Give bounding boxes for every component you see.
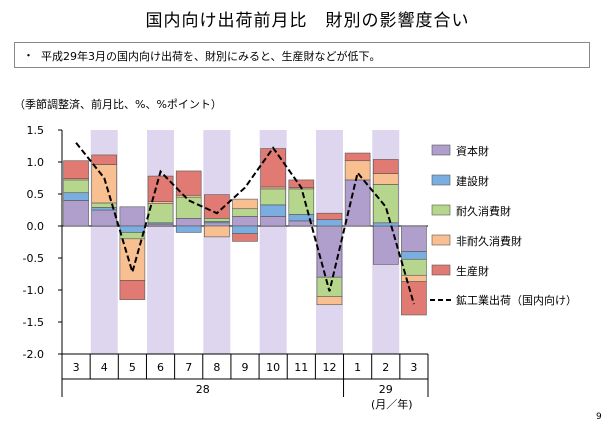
y-tick-label: 1.5 (27, 124, 45, 137)
bar-segment (344, 179, 371, 227)
bar-segment (232, 208, 258, 217)
x-tick-label: 5 (129, 361, 136, 374)
bar-segment (204, 222, 230, 227)
bar-segment (119, 238, 146, 281)
bar-segment (91, 209, 118, 227)
bar-segment (232, 216, 258, 227)
axis-labels: 3 4 5 6 7 8 9 10 11 12 1 2 328 29(月／年) (61, 353, 429, 411)
y-tick-label: -1.0 (23, 284, 44, 297)
x-tick-label: 9 (242, 361, 249, 374)
x-tick-label: 10 (266, 361, 280, 374)
x-tick-label: 2 (382, 361, 389, 374)
legend-label: 資本財 (456, 144, 489, 158)
bar-segment (316, 296, 343, 306)
legend-swatch (431, 264, 451, 276)
bar-segment (401, 274, 427, 282)
y-tick-label: -0.5 (23, 252, 44, 265)
bar-segment (204, 194, 230, 219)
summary-box: ・ 平成29年3月の国内向け出荷を、財別にみると、生産財などが低下。 (14, 42, 590, 68)
bar-segment (63, 192, 89, 201)
bar-segment (260, 216, 286, 227)
bars (63, 148, 427, 316)
slide-title: 国内向け出荷前月比 財別の影響度合い (145, 11, 470, 31)
x-tick-label: 12 (322, 361, 336, 374)
shaded-band (203, 130, 231, 354)
bar-segment (401, 281, 427, 316)
x-tick-label: 3 (410, 361, 417, 374)
legend-label: 非耐久消費財 (456, 234, 522, 248)
legend-swatch (431, 234, 451, 246)
bar-segment (63, 200, 89, 227)
bar-segment (260, 188, 286, 206)
line-series-path (75, 142, 415, 305)
legend-swatch (431, 144, 451, 156)
bar-segment (91, 154, 118, 165)
x-tick-label: 11 (294, 361, 308, 374)
y-tick-label: -1.5 (23, 316, 44, 329)
x-tick-label: 1 (354, 361, 361, 374)
bar-segment (316, 212, 343, 220)
bar-segment (372, 173, 399, 185)
y-tick-label: 0.0 (27, 220, 45, 233)
bar-segment (372, 184, 399, 224)
bar-segment (316, 276, 343, 297)
bar-segment (175, 225, 202, 233)
bar-segment (232, 225, 258, 234)
x-tick-label: 3 (73, 361, 80, 374)
line-series (75, 142, 415, 305)
bar-segment (63, 160, 89, 179)
bar-segment (119, 280, 146, 300)
legend-swatch (431, 174, 451, 186)
x-tick-label: 4 (101, 361, 108, 374)
bar-segment (204, 225, 230, 238)
bar-segment (401, 225, 427, 252)
legend-label: 耐久消費財 (456, 204, 511, 218)
bar-segment (119, 232, 146, 240)
year-label: 29 (379, 383, 393, 396)
legend-label: 建設財 (456, 174, 489, 188)
y-tick-label: 0.5 (27, 188, 45, 201)
legend-label: 生産財 (456, 264, 489, 278)
year-label: 28 (196, 383, 210, 396)
bar-segment (175, 196, 202, 219)
bar-segment (63, 179, 89, 194)
bar-segment (119, 206, 146, 227)
bar-segment (91, 164, 118, 204)
bar-segment (147, 175, 174, 202)
summary-text: 平成29年3月の国内向け出荷を、財別にみると、生産財などが低下。 (41, 50, 381, 63)
summary-bullet: ・ (23, 49, 34, 62)
unit-note: （季節調整済、前月比、%、%ポイント） (14, 98, 222, 111)
bar-segment (372, 159, 399, 174)
x-tick-label: 7 (185, 361, 192, 374)
bar-segment (288, 188, 315, 215)
bar-segment (316, 219, 343, 227)
bar-segment (260, 204, 286, 217)
bar-segment (372, 222, 399, 227)
bar-segment (232, 198, 258, 210)
bar-segment (316, 225, 343, 278)
legend-label: 鉱工業出荷（国内向け） (456, 293, 577, 307)
x-tick-label: 6 (157, 361, 164, 374)
bar-segment (372, 225, 399, 265)
bar-segment (175, 218, 202, 227)
bar-segment (344, 152, 371, 162)
x-tick-label: 8 (213, 361, 220, 374)
bar-segment (119, 225, 146, 233)
y-tick-label: -2.0 (23, 348, 44, 361)
x-axis-unit-label: (月／年) (371, 397, 413, 411)
bar-segment (260, 148, 286, 188)
bar-segment (232, 233, 258, 242)
shaded-band (147, 130, 175, 354)
y-tick-label: 1.0 (27, 156, 45, 169)
legend-swatch (431, 204, 451, 216)
page-number: 9 (596, 412, 602, 422)
bar-segment (401, 251, 427, 260)
bar-segment (204, 218, 230, 222)
